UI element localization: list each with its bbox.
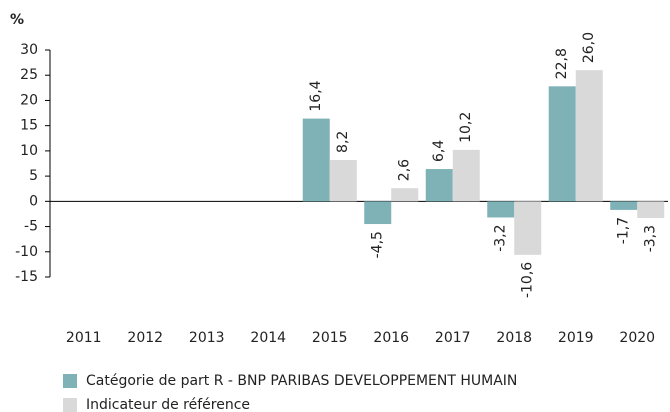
y-tick-label: 10 — [20, 143, 38, 159]
value-label: 10,2 — [458, 112, 474, 143]
x-tick-label: 2018 — [496, 330, 532, 346]
value-label: -3,2 — [493, 224, 509, 251]
bar — [487, 201, 515, 218]
legend-swatch — [63, 374, 77, 388]
y-tick-label: 25 — [20, 67, 38, 83]
x-tick-label: 2017 — [435, 330, 471, 346]
y-tick-label: 15 — [20, 118, 38, 134]
bar — [364, 201, 392, 225]
value-label: 8,2 — [335, 131, 351, 153]
x-tick-label: 2012 — [127, 330, 163, 346]
y-tick-label: 0 — [29, 193, 38, 209]
value-label: 22,8 — [554, 48, 570, 79]
value-label: 26,0 — [581, 32, 597, 63]
y-tick-label: 5 — [29, 168, 38, 184]
bar — [548, 86, 576, 202]
bar — [575, 70, 603, 202]
value-label: -3,3 — [643, 225, 659, 252]
bar — [637, 201, 665, 218]
x-tick-label: 2019 — [558, 330, 594, 346]
bar — [425, 169, 453, 202]
x-tick-label: 2016 — [373, 330, 409, 346]
x-tick-label: 2013 — [189, 330, 225, 346]
value-label: 6,4 — [431, 140, 447, 162]
value-label: 2,6 — [397, 159, 413, 181]
x-tick-label: 2015 — [312, 330, 348, 346]
legend-label: Indicateur de référence — [86, 397, 250, 412]
y-tick-label: 30 — [20, 42, 38, 58]
legend-label: Catégorie de part R - BNP PARIBAS DEVELO… — [86, 373, 517, 389]
y-tick-label: -15 — [15, 269, 38, 285]
y-tick-label: 20 — [20, 92, 38, 108]
bar — [514, 201, 542, 255]
value-label: -4,5 — [370, 231, 386, 258]
value-label: 16,4 — [308, 80, 324, 111]
bar — [391, 188, 419, 202]
bar — [302, 118, 330, 202]
value-label: -10,6 — [520, 262, 536, 298]
bar — [329, 159, 357, 202]
x-tick-label: 2011 — [66, 330, 102, 346]
bar — [452, 149, 480, 202]
x-tick-label: 2014 — [250, 330, 286, 346]
y-tick-label: -5 — [24, 219, 38, 235]
y-axis-label: % — [10, 12, 24, 28]
x-tick-label: 2020 — [619, 330, 655, 346]
legend-swatch — [63, 398, 77, 412]
value-label: -1,7 — [616, 217, 632, 244]
bar — [610, 201, 638, 210]
y-tick-label: -10 — [15, 244, 38, 260]
